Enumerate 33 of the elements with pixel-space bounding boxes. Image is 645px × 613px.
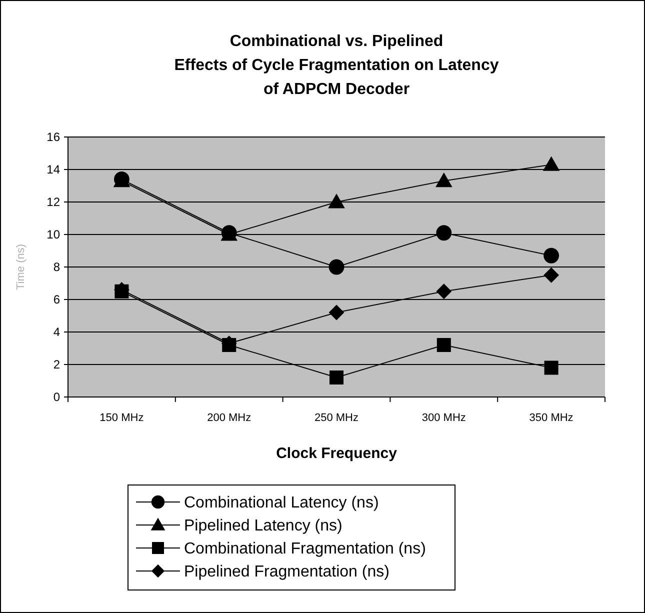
point (328, 304, 344, 320)
y-tick-label: 16 (46, 130, 60, 144)
y-tick-label: 6 (53, 292, 60, 307)
point (328, 259, 344, 275)
x-tick-label: 150 MHz (100, 412, 144, 424)
y-tick-label: 10 (46, 228, 60, 242)
point (544, 267, 559, 283)
chart-title: Combinational vs. Pipelined Effects of Cycle Fragmentation on Latency of ADPCM Decoder (174, 33, 499, 98)
legend-label: Pipelined Latency (ns) (184, 518, 342, 535)
y-tick-label: 12 (46, 195, 60, 210)
y-tick-label: 14 (46, 162, 60, 177)
y-tick-label: 4 (53, 325, 60, 340)
point (330, 370, 344, 384)
y-tick-label: 0 (53, 390, 60, 404)
y-tick-label: 2 (53, 358, 60, 372)
x-tick-label: 250 MHz (314, 412, 359, 424)
x-axis-title: Clock Frequency (276, 445, 398, 462)
y-axis-title: Time (ns) (15, 244, 27, 290)
point (542, 156, 560, 171)
x-tick-label: 350 MHz (529, 412, 574, 424)
point (436, 338, 451, 352)
x-tick-label: 200 MHz (207, 412, 252, 424)
point (436, 172, 452, 188)
point (436, 225, 452, 241)
point (544, 360, 558, 375)
legend-label: Pipelined Fragmentation (ns) (184, 564, 390, 581)
legend-label: Combinational Latency (ns) (184, 494, 379, 512)
x-tick-label: 300 MHz (422, 412, 466, 424)
point (544, 248, 559, 264)
point (328, 194, 345, 208)
legend-label: Combinational Fragmentation (ns) (184, 540, 426, 558)
point (436, 284, 452, 300)
y-tick-label: 8 (53, 260, 60, 274)
